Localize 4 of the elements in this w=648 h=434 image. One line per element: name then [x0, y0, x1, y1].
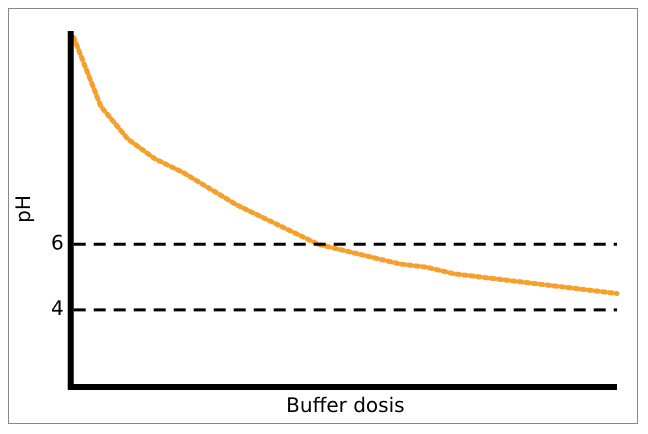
y-tick-label: 6 [50, 230, 64, 254]
y-axis-title: pH [11, 195, 36, 223]
y-tick-label: 4 [50, 296, 64, 320]
x-axis-title: Buffer dosis [286, 393, 405, 418]
